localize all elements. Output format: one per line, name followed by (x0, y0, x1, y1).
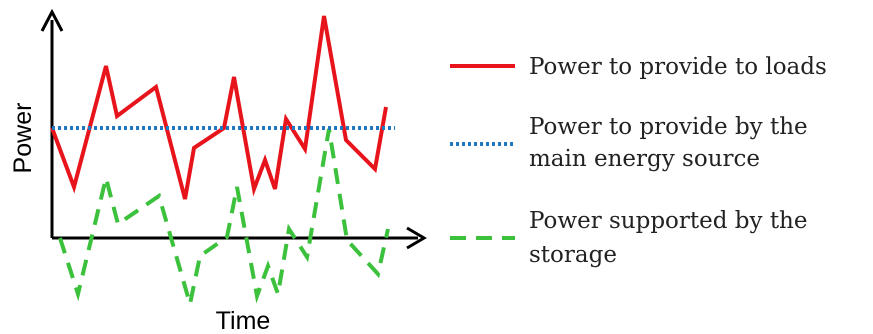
x-axis-label: Time (216, 307, 271, 334)
series-layer (50, 15, 395, 305)
legend: Power to provide to loads Power to provi… (450, 54, 827, 268)
x-axis-arrowhead (406, 226, 427, 250)
series-loads-line (50, 15, 388, 200)
series-storage-line (58, 128, 390, 305)
y-axis-label: Power (9, 103, 37, 174)
legend-label-loads: Power to provide to loads (529, 54, 827, 80)
y-axis-arrowhead (40, 8, 64, 32)
legend-label-storage-line2: storage (529, 242, 617, 268)
legend-label-storage-line1: Power supported by the (529, 208, 807, 234)
legend-label-source-line1: Power to provide by the (529, 114, 808, 140)
legend-label-source-line2: main energy source (529, 146, 760, 172)
